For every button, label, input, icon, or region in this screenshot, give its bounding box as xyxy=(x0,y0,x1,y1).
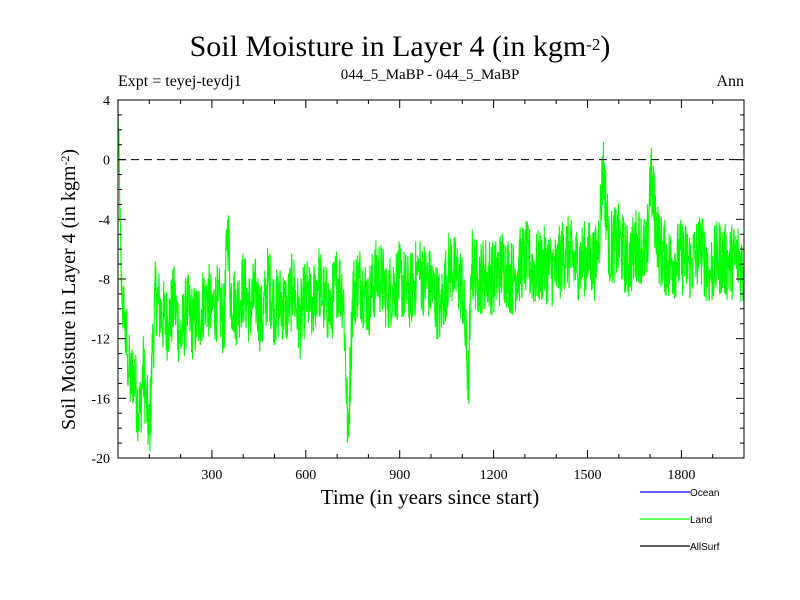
legend-label-allsurf: AllSurf xyxy=(690,542,720,553)
chart-subtitle: 044_5_MaBP - 044_5_MaBP xyxy=(340,67,520,83)
legend: Ocean Land AllSurf xyxy=(640,488,720,553)
y-tick-label: 0 xyxy=(103,154,110,169)
series-layer xyxy=(117,99,745,452)
y-tick-label: -8 xyxy=(98,273,110,288)
y-tick-label: -16 xyxy=(91,392,110,407)
period-label: Ann xyxy=(716,73,744,90)
y-tick-label: -20 xyxy=(91,452,110,467)
x-tick-label: 1800 xyxy=(667,468,695,483)
axis-ticks: 300 600 900 1200 1500 1800 4 0 -4 -8 -12 -16 -20 xyxy=(91,94,744,483)
x-tick-label: 1200 xyxy=(480,468,508,483)
legend-label-land: Land xyxy=(690,515,712,526)
series-line-land xyxy=(117,99,745,452)
legend-label-ocean: Ocean xyxy=(690,488,719,499)
x-tick-label: 600 xyxy=(295,468,316,483)
experiment-label: Expt = teyej-teydj1 xyxy=(118,73,242,90)
chart-title: Soil Moisture in Layer 4 (in kgm-2) xyxy=(189,30,611,63)
x-axis-label: Time (in years since start) xyxy=(320,485,540,509)
y-tick-label: -4 xyxy=(98,213,110,228)
x-tick-label: 900 xyxy=(389,468,410,483)
y-tick-label: -12 xyxy=(91,333,110,348)
x-tick-label: 1500 xyxy=(574,468,602,483)
y-tick-label: 4 xyxy=(103,94,110,109)
x-tick-label: 300 xyxy=(201,468,222,483)
